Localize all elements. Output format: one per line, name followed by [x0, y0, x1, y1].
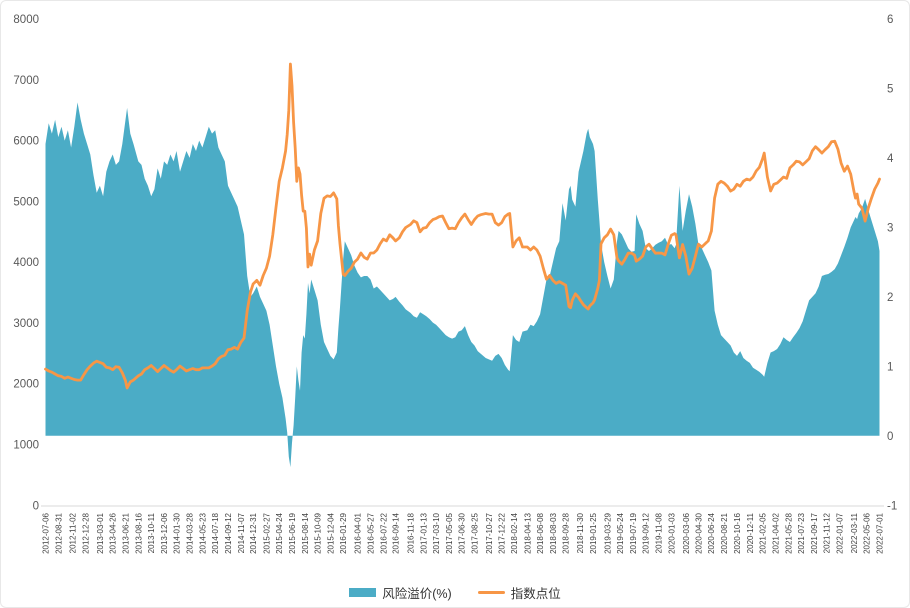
- index-line-swatch-icon: [477, 590, 505, 595]
- left-axis-tick-label: 8000: [13, 14, 39, 26]
- x-axis-tick-label: 2020-01-03: [667, 512, 676, 553]
- x-axis-tick-label: 2022-03-11: [850, 512, 859, 553]
- legend-item-index-level[interactable]: 指数点位: [477, 583, 561, 602]
- x-axis-tick-label: 2017-12-22: [498, 512, 507, 553]
- right-axis-tick-label: -1: [887, 500, 897, 512]
- x-axis-tick-label: 2013-03-01: [96, 512, 105, 553]
- x-axis-tick-label: 2018-02-14: [510, 512, 519, 553]
- x-axis-tick-label: 2019-09-12: [642, 512, 651, 553]
- x-axis-tick-label: 2021-11-12: [823, 512, 832, 553]
- left-axis-tick-label: 3000: [13, 318, 39, 330]
- index-level-line-series: [44, 62, 881, 390]
- legend-label-risk-premium: 风险溢价(%): [382, 587, 452, 601]
- right-axis-tick-label: 5: [887, 84, 893, 96]
- x-axis-tick-label: 2020-10-16: [733, 512, 742, 553]
- x-axis-tick-label: 2017-08-25: [471, 512, 480, 553]
- x-axis-tick-label: 2018-04-13: [523, 512, 532, 553]
- x-axis-tick-label: 2012-08-31: [54, 512, 63, 553]
- x-axis-tick-label: 2014-05-23: [198, 512, 207, 553]
- x-axis-tick-label: 2021-09-17: [810, 512, 819, 553]
- right-axis-tick-label: 0: [887, 431, 893, 443]
- x-axis-tick-label: 2018-09-28: [562, 512, 571, 553]
- left-axis-tick-label: 7000: [13, 75, 39, 87]
- x-axis-tick-label: 2012-07-06: [42, 512, 51, 553]
- x-axis-tick-label: 2020-08-21: [720, 512, 729, 553]
- x-axis-tick-label: 2014-11-07: [237, 512, 246, 553]
- x-axis-tick-label: 2022-05-06: [863, 512, 872, 553]
- left-axis-tick-label: 4000: [13, 257, 39, 269]
- x-axis-tick-label: 2017-03-10: [432, 512, 441, 553]
- x-axis-tick-label: 2015-04-24: [275, 512, 284, 553]
- x-axis-tick-label: 2016-11-18: [407, 512, 416, 553]
- left-axis-tick-label: 2000: [13, 379, 39, 391]
- x-axis-tick-label: 2020-12-11: [746, 512, 755, 553]
- x-axis-tick-label: 2018-08-03: [549, 512, 558, 553]
- x-axis-tick-label: 2016-09-14: [392, 512, 401, 553]
- x-axis-tick-label: 2015-10-09: [314, 512, 323, 553]
- x-axis-tick-label: 2021-02-05: [759, 512, 768, 553]
- x-axis-tick-label: 2015-08-14: [301, 512, 310, 553]
- x-axis-tick-label: 2022-07-01: [876, 512, 885, 553]
- x-axis-tick-label: 2020-04-30: [694, 512, 703, 553]
- x-axis-tick-label: 2013-08-16: [134, 512, 143, 553]
- x-axis-tick-label: 2014-03-28: [186, 512, 195, 553]
- risk-premium-swatch-icon: [349, 588, 377, 597]
- x-axis-tick-label: 2021-04-02: [772, 512, 781, 553]
- x-axis-tick-label: 2016-05-27: [367, 512, 376, 553]
- x-axis-tick-label: 2022-01-07: [836, 512, 845, 553]
- chart-legend: 风险溢价(%) 指数点位: [1, 583, 909, 602]
- x-axis-tick-label: 2019-01-25: [589, 512, 598, 553]
- risk-premium-area-series: [45, 102, 880, 468]
- x-axis-tick-label: 2015-06-19: [288, 512, 297, 553]
- x-axis-tick-label: 2013-04-26: [109, 512, 118, 553]
- x-axis-tick-label: 2012-12-28: [82, 512, 91, 553]
- right-axis-tick-label: 4: [887, 153, 894, 165]
- x-axis-tick-label: 2014-12-31: [249, 512, 258, 553]
- left-axis-tick-label: 0: [33, 500, 39, 512]
- x-axis-tick-label: 2017-10-27: [485, 512, 494, 553]
- left-axis-tick-label: 6000: [13, 136, 39, 148]
- right-axis-tick-label: 2: [887, 292, 893, 304]
- right-axis-tick-label: 3: [887, 222, 893, 234]
- legend-item-risk-premium[interactable]: 风险溢价(%): [349, 583, 452, 602]
- x-axis-tick-label: 2014-09-12: [224, 512, 233, 553]
- x-axis-tick-label: 2016-04-01: [354, 512, 363, 553]
- x-axis-tick-label: 2021-05-28: [784, 512, 793, 553]
- x-axis-tick-label: 2016-01-29: [339, 512, 348, 553]
- x-axis-tick-label: 2021-07-23: [797, 512, 806, 553]
- x-axis-tick-label: 2018-06-08: [536, 512, 545, 553]
- x-axis-tick-label: 2018-11-30: [576, 512, 585, 553]
- legend-label-index-level: 指数点位: [510, 587, 561, 601]
- x-axis-tick-label: 2015-12-04: [326, 512, 335, 553]
- x-axis-tick-label: 2017-06-30: [458, 512, 467, 553]
- x-axis-tick-label: 2013-06-21: [122, 512, 131, 553]
- x-axis-tick-label: 2019-07-19: [629, 512, 638, 553]
- x-axis-tick-label: 2020-06-24: [707, 512, 716, 553]
- x-axis-tick-label: 2019-03-29: [603, 512, 612, 553]
- x-axis-tick-label: 2020-03-06: [682, 512, 691, 553]
- x-axis-tick-label: 2013-10-11: [147, 512, 156, 553]
- x-axis-tick-label: 2017-01-13: [419, 512, 428, 553]
- x-axis-tick-label: 2019-11-08: [655, 512, 664, 553]
- x-axis-tick-label: 2014-07-18: [211, 512, 220, 553]
- right-axis-tick-label: 1: [887, 361, 893, 373]
- left-axis-tick-label: 1000: [13, 440, 39, 452]
- x-axis-tick-label: 2014-01-30: [173, 512, 182, 553]
- right-axis-tick-label: 6: [887, 14, 893, 26]
- x-axis-tick-label: 2012-11-02: [69, 512, 78, 553]
- x-axis-tick-label: 2017-05-05: [445, 512, 454, 553]
- left-axis-tick-label: 5000: [13, 196, 39, 208]
- x-axis-tick-label: 2013-12-06: [160, 512, 169, 553]
- x-axis-tick-label: 2019-05-24: [616, 512, 625, 553]
- x-axis-tick-label: 2016-07-22: [379, 512, 388, 553]
- x-axis-tick-label: 2015-02-27: [262, 512, 271, 553]
